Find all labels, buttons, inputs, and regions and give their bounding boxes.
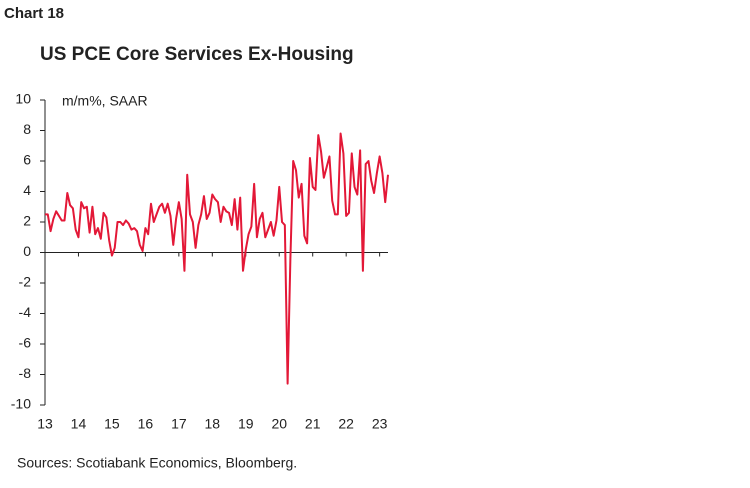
line xyxy=(45,132,389,385)
x-tick-label: 20 xyxy=(271,416,287,432)
y-tick-label: 8 xyxy=(23,121,31,137)
y-tick-label: -6 xyxy=(19,335,32,351)
y-tick-label: 0 xyxy=(23,243,31,259)
y-tick-label: -8 xyxy=(19,365,32,381)
chart-label: Chart 18 xyxy=(4,5,64,22)
y-tick-label: 6 xyxy=(23,152,31,168)
x-tick-label: 18 xyxy=(205,416,221,432)
source: Sources: Scotiabank Economics, Bloomberg… xyxy=(17,455,297,471)
x-tick-label: 13 xyxy=(37,416,53,432)
x-tick-label: 23 xyxy=(372,416,388,432)
y-tick-label: 2 xyxy=(23,213,31,229)
y-tick-label: 10 xyxy=(15,91,31,107)
x-tick-label: 17 xyxy=(171,416,187,432)
annotation: m/m%, SAAR xyxy=(62,93,148,109)
x-tick-label: 22 xyxy=(338,416,354,432)
x-tick-label: 14 xyxy=(71,416,87,432)
y-tick-label: -2 xyxy=(19,274,32,290)
chart-title: US PCE Core Services Ex-Housing xyxy=(40,44,354,65)
y-tick-label: -4 xyxy=(19,304,32,320)
x-tick-label: 19 xyxy=(238,416,254,432)
x-tick-label: 21 xyxy=(305,416,321,432)
y-tick-label: 4 xyxy=(23,182,31,198)
x-tick-label: 15 xyxy=(104,416,120,432)
x-tick-label: 16 xyxy=(138,416,154,432)
y-tick-label: -10 xyxy=(11,396,31,412)
